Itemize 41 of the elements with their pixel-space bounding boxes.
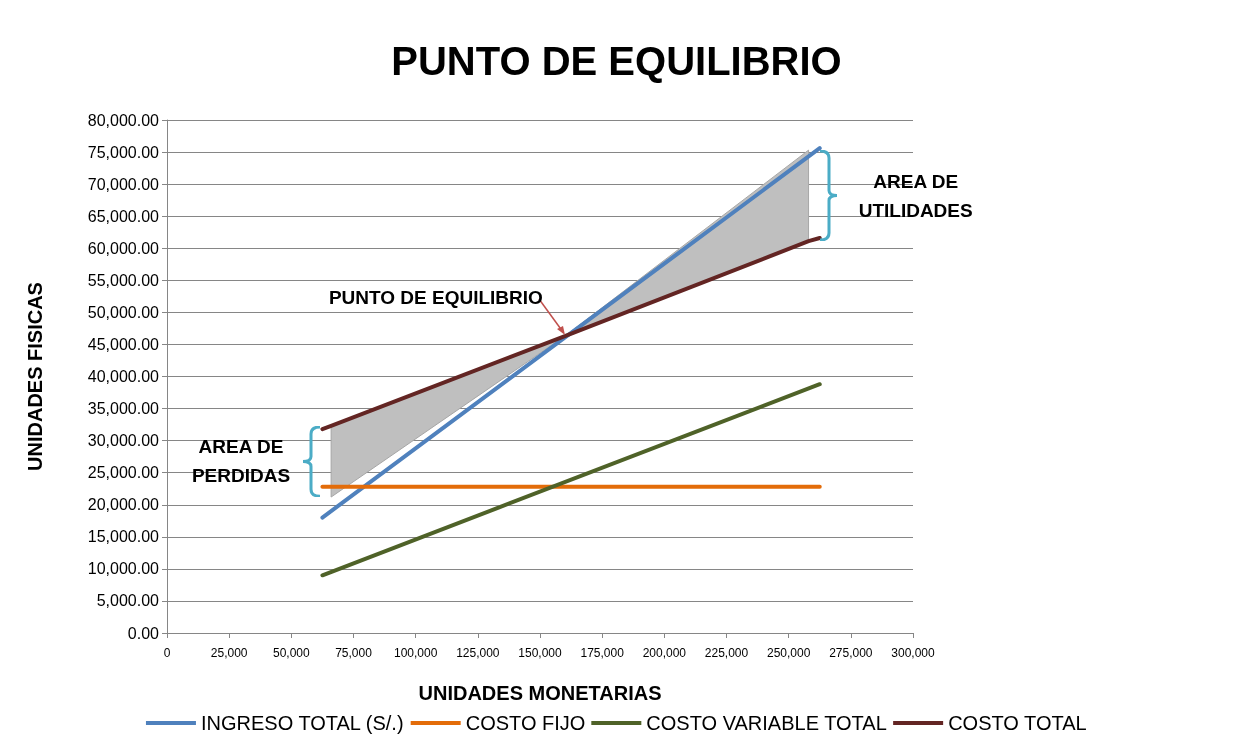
y-tick-label: 40,000.00: [87, 368, 160, 385]
x-tick-label: 300,000: [891, 646, 936, 660]
x-tick-label: 25,000: [210, 646, 248, 660]
chart-title: PUNTO DE EQUILIBRIO: [391, 39, 842, 83]
y-tick-label: 30,000.00: [87, 432, 160, 450]
y-tick-label: 45,000.00: [87, 335, 160, 353]
x-tick-label: 0: [163, 646, 171, 660]
x-tick-label: 50,000: [272, 646, 311, 660]
annotation: PUNTO DE EQUILIBRIO: [328, 285, 543, 310]
y-tick-label: 60,000.00: [87, 239, 160, 257]
y-tick-label: 80,000.00: [87, 111, 160, 129]
x-axis-title: UNIDADES MONETARIAS: [418, 682, 662, 704]
y-tick-label: 15,000.00: [87, 528, 160, 546]
x-tick-label: 225,000: [704, 646, 749, 660]
y-tick-label: 0.00: [127, 624, 160, 642]
y-tick-label: 5,000.00: [96, 592, 160, 610]
y-axis-title: UNIDADES FISICAS: [24, 282, 46, 471]
legend-label: INGRESO TOTAL (S/.): [200, 712, 404, 734]
x-tick-label: 200,000: [642, 646, 687, 660]
y-tick-label: 35,000.00: [87, 400, 160, 418]
y-tick-label: 20,000.00: [87, 496, 160, 514]
y-tick-label: 65,000.00: [87, 207, 160, 225]
x-tick-label: 275,000: [829, 646, 873, 660]
x-tick-label: 125,000: [456, 646, 500, 660]
y-tick-label: 75,000.00: [87, 143, 160, 161]
y-tick-label: 50,000.00: [87, 303, 160, 321]
annotation: AREA DE UTILIDADES: [857, 169, 974, 223]
y-tick-label: 70,000.00: [87, 175, 160, 193]
legend-label: COSTO VARIABLE TOTAL: [646, 712, 887, 734]
y-tick-label: 10,000.00: [87, 560, 160, 578]
line-series: [320, 235, 822, 432]
y-tick-label: 55,000.00: [87, 271, 160, 289]
x-tick-label: 250,000: [766, 646, 811, 660]
x-tick-label: 75,000: [335, 646, 373, 660]
x-tick-label: 100,000: [393, 646, 438, 660]
x-tick-label: 150,000: [518, 646, 563, 660]
x-tick-label: 175,000: [580, 646, 625, 660]
y-tick-label: 25,000.00: [87, 464, 160, 482]
legend-label: COSTO FIJO: [465, 712, 586, 734]
annotation: AREA DE PERDIDAS: [190, 435, 292, 489]
legend-label: COSTO TOTAL: [948, 712, 1087, 734]
